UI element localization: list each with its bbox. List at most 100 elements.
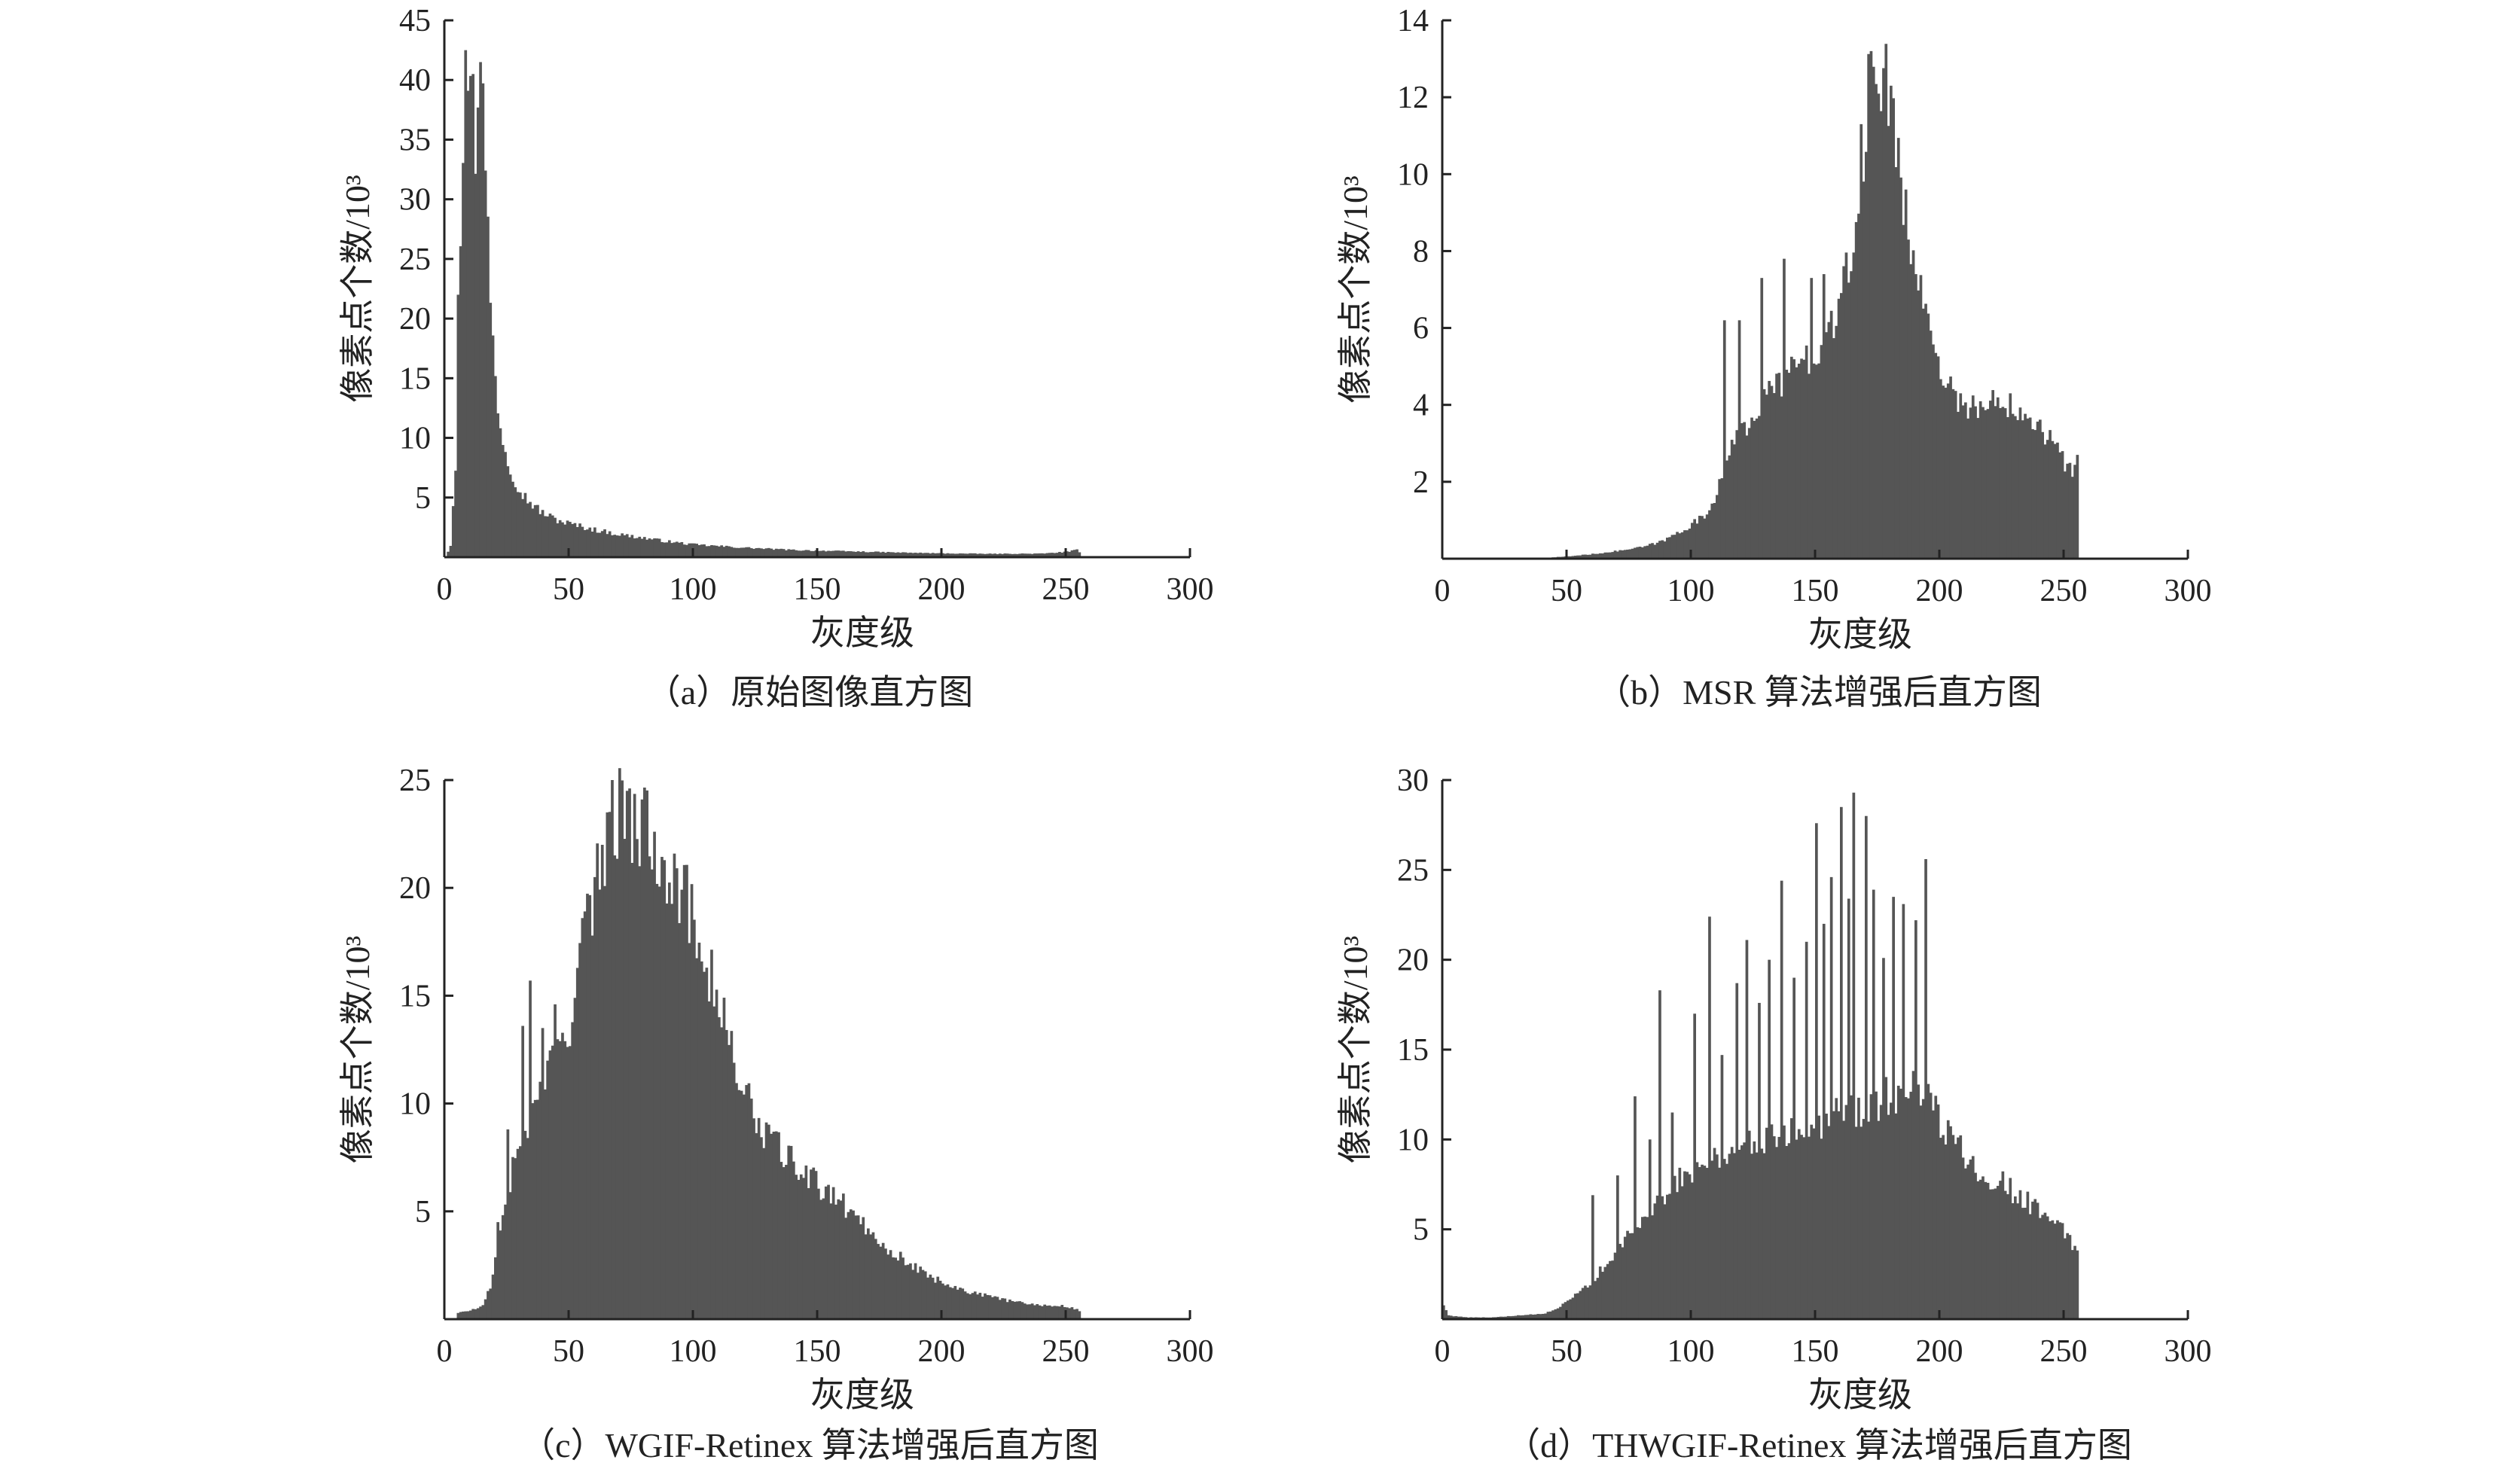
histogram-bar (1737, 320, 1741, 559)
histogram-bar (554, 517, 557, 557)
histogram-bar (1902, 224, 1905, 559)
histogram-bar (1588, 554, 1592, 559)
histogram-bar (1837, 1111, 1841, 1319)
histogram-bar (655, 538, 659, 557)
histogram-bar (2006, 1194, 2009, 1319)
histogram-bar (1787, 1143, 1791, 1319)
histogram-bar (864, 1234, 868, 1319)
histogram-bar (1758, 1002, 1761, 1319)
histogram-bar (827, 1184, 830, 1319)
histogram-bar (1728, 1154, 1731, 1319)
histogram-bar (1795, 1139, 1798, 1319)
histogram-bar (1971, 1156, 1975, 1319)
histogram-bar (1817, 363, 1820, 559)
histogram-bar (1653, 544, 1657, 559)
histogram-bar (561, 1032, 564, 1319)
histogram-bar (1701, 516, 1704, 559)
histogram-bar (1695, 523, 1699, 559)
histogram-bar (1506, 1315, 1510, 1319)
histogram-bar (1735, 430, 1739, 559)
histogram-bar (1573, 1294, 1577, 1319)
histogram-bar (926, 553, 929, 557)
y-tick-label: 35 (399, 123, 431, 157)
histogram-bar (2073, 1245, 2076, 1319)
histogram-bar (819, 1199, 822, 1319)
histogram-bar (847, 550, 850, 557)
histogram-bar (787, 549, 791, 557)
histogram-bar (931, 1277, 935, 1319)
histogram-bar (1844, 252, 1848, 559)
histogram-bar (792, 549, 795, 557)
histogram-bar (996, 553, 999, 557)
histogram-bar (1636, 547, 1640, 559)
histogram-bar (760, 548, 763, 557)
histogram-bar (2064, 471, 2067, 559)
histogram-bar (2014, 416, 2017, 559)
histogram-bar (904, 1265, 908, 1319)
histogram-bar (506, 466, 510, 557)
histogram-bar (2068, 462, 2072, 559)
histogram-bar (789, 550, 793, 557)
histogram-bar (1554, 1309, 1557, 1319)
histogram-bar (715, 989, 718, 1319)
histogram-bar (606, 812, 609, 1319)
histogram-bar (864, 552, 868, 557)
histogram-bar (1055, 1306, 1059, 1319)
histogram-bar (752, 1118, 755, 1319)
histogram-bar (1616, 551, 1619, 559)
histogram-bar (774, 1131, 778, 1319)
histogram-bar (663, 860, 667, 1319)
histogram-bar (1750, 417, 1753, 559)
histogram-bar (785, 1165, 788, 1319)
histogram-bar (546, 1060, 549, 1319)
histogram-bar (581, 918, 584, 1319)
histogram-bar (892, 552, 895, 557)
histogram-bar (1780, 880, 1783, 1319)
histogram-bar (1829, 876, 1833, 1319)
histogram-bar (1551, 1310, 1554, 1319)
histogram-bar (1030, 1303, 1034, 1319)
histogram-bar (491, 335, 495, 557)
histogram-bar (613, 855, 617, 1319)
histogram-bar (447, 551, 450, 557)
panel-c-wgif-retinex-histogram: （c）WGIF-Retinex 算法增强后直方图 0 50 100 150 200 250… (338, 763, 1214, 1464)
histogram-bar (973, 1291, 977, 1319)
histogram-bar (919, 1266, 922, 1319)
histogram-bar (466, 1311, 470, 1319)
histogram-bar (1041, 1306, 1044, 1319)
histogram-bar (526, 503, 529, 557)
histogram-bar (451, 506, 455, 557)
histogram-bar (554, 1004, 557, 1319)
histogram-bar (914, 553, 917, 557)
histogram-bar (1772, 393, 1776, 559)
x-axis-title: 灰度级 (1808, 615, 1912, 654)
histogram-bar (653, 831, 656, 1319)
histogram-bar (923, 1271, 927, 1319)
histogram-bar (2039, 419, 2042, 559)
histogram-bar (2061, 451, 2064, 559)
histogram-bar (541, 1028, 545, 1319)
caption-c: （c）WGIF-Retinex 算法增强后直方图 (520, 1426, 1099, 1464)
histogram-bar (785, 550, 788, 557)
histogram-bar (703, 971, 706, 1319)
histogram-bar (944, 1285, 947, 1319)
histogram-bar (586, 893, 589, 1319)
histogram-bar (2036, 421, 2039, 559)
histogram-bar (892, 1257, 895, 1319)
histogram-bar (1808, 373, 1811, 559)
histogram-bar (508, 474, 512, 557)
histogram-bar (678, 923, 681, 1319)
histogram-bar (740, 547, 743, 557)
histogram-bar (1502, 1316, 1505, 1319)
histogram-bar (1544, 1313, 1547, 1319)
histogram-bar (705, 968, 709, 1319)
x-tick-label: 100 (1667, 1334, 1715, 1369)
histogram-bar (804, 1165, 808, 1319)
histogram-bar (976, 1294, 979, 1319)
histogram-bar (544, 516, 547, 557)
histogram-bar (1847, 282, 1850, 559)
histogram-bar (623, 839, 627, 1319)
histogram-bar (715, 545, 718, 557)
histogram-bar (874, 1239, 877, 1319)
histogram-bar (514, 1158, 517, 1319)
